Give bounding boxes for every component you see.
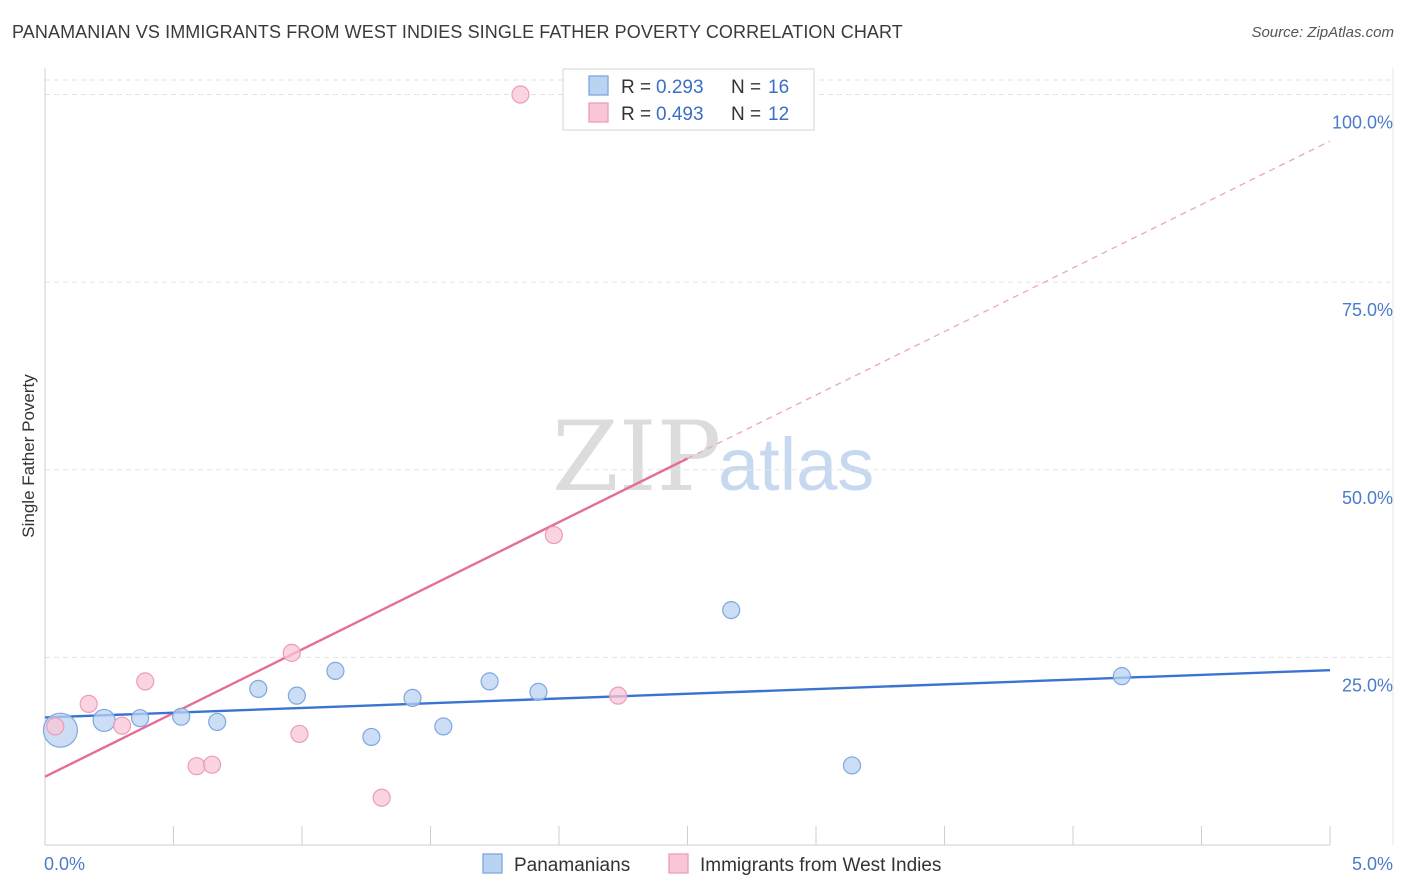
legend-swatch-panamanians xyxy=(588,75,609,96)
point-west-indies xyxy=(202,755,222,774)
trend-extension-west-indies xyxy=(687,140,1331,460)
point-panamanians xyxy=(92,708,116,733)
legend-label-west-indies: Immigrants from West Indies xyxy=(700,855,941,876)
point-panamanians xyxy=(842,756,862,775)
point-west-indies xyxy=(79,694,98,714)
point-panamanians xyxy=(326,661,345,680)
point-panamanians xyxy=(529,682,548,702)
axes xyxy=(44,68,1394,846)
point-panamanians xyxy=(434,717,453,736)
y-tick-label: 75.0% xyxy=(1342,300,1393,320)
legend-r-label: R = xyxy=(621,104,651,125)
point-panamanians xyxy=(403,688,422,708)
legend-n-label: N = xyxy=(731,77,761,98)
legend-r-value-panamanians: 0.293 xyxy=(656,77,704,98)
x-tick-label: 0.0% xyxy=(44,854,85,874)
point-west-indies xyxy=(282,643,301,662)
legend-swatch-west-indies xyxy=(588,102,609,123)
point-west-indies xyxy=(372,788,391,807)
trend-line-west-indies xyxy=(44,457,689,778)
legend-n-label: N = xyxy=(731,104,761,125)
point-panamanians xyxy=(722,600,741,620)
legend-r-value-west-indies: 0.493 xyxy=(656,104,704,125)
tick-labels: 25.0% 50.0% 75.0% 100.0% 0.0% 5.0% xyxy=(44,113,1393,874)
point-panamanians xyxy=(480,672,499,691)
chart-title: PANAMANIAN VS IMMIGRANTS FROM WEST INDIE… xyxy=(12,22,903,42)
point-west-indies xyxy=(511,85,530,104)
point-west-indies xyxy=(46,717,65,736)
point-panamanians xyxy=(287,686,306,705)
grid-lines xyxy=(45,79,1395,658)
data-points xyxy=(42,85,1131,807)
point-panamanians xyxy=(362,727,381,747)
series-legend: Panamanians Immigrants from West Indies xyxy=(482,853,941,876)
legend-label-panamanians: Panamanians xyxy=(514,855,630,876)
y-tick-label: 100.0% xyxy=(1332,113,1393,133)
point-panamanians xyxy=(208,712,227,732)
point-panamanians xyxy=(249,679,268,698)
point-west-indies xyxy=(609,686,628,705)
point-west-indies xyxy=(112,716,132,735)
point-panamanians xyxy=(130,709,150,728)
point-west-indies xyxy=(290,724,309,744)
point-panamanians xyxy=(1112,667,1131,686)
legend-swatch-panamanians xyxy=(482,853,503,874)
point-panamanians xyxy=(172,707,191,726)
point-west-indies xyxy=(136,672,155,691)
legend-r-label: R = xyxy=(621,77,651,98)
x-tick-label: 5.0% xyxy=(1352,854,1393,874)
point-west-indies xyxy=(187,757,206,776)
y-tick-label: 50.0% xyxy=(1342,488,1393,508)
source-label: Source: ZipAtlas.com xyxy=(1251,24,1394,41)
y-axis-label: Single Father Poverty xyxy=(19,374,38,538)
legend-n-value-west-indies: 12 xyxy=(768,104,789,125)
trend-line-panamanians xyxy=(44,668,1331,719)
watermark-atlas: atlas xyxy=(718,423,874,506)
y-tick-label: 25.0% xyxy=(1342,675,1393,695)
legend-n-value-panamanians: 16 xyxy=(768,77,789,98)
correlation-legend: R = 0.293 N = 16 R = 0.493 N = 12 xyxy=(562,68,815,131)
trend-lines xyxy=(44,140,1331,778)
watermark-zip: ZIP xyxy=(552,401,721,513)
legend-swatch-west-indies xyxy=(668,853,689,874)
point-west-indies xyxy=(544,525,563,545)
